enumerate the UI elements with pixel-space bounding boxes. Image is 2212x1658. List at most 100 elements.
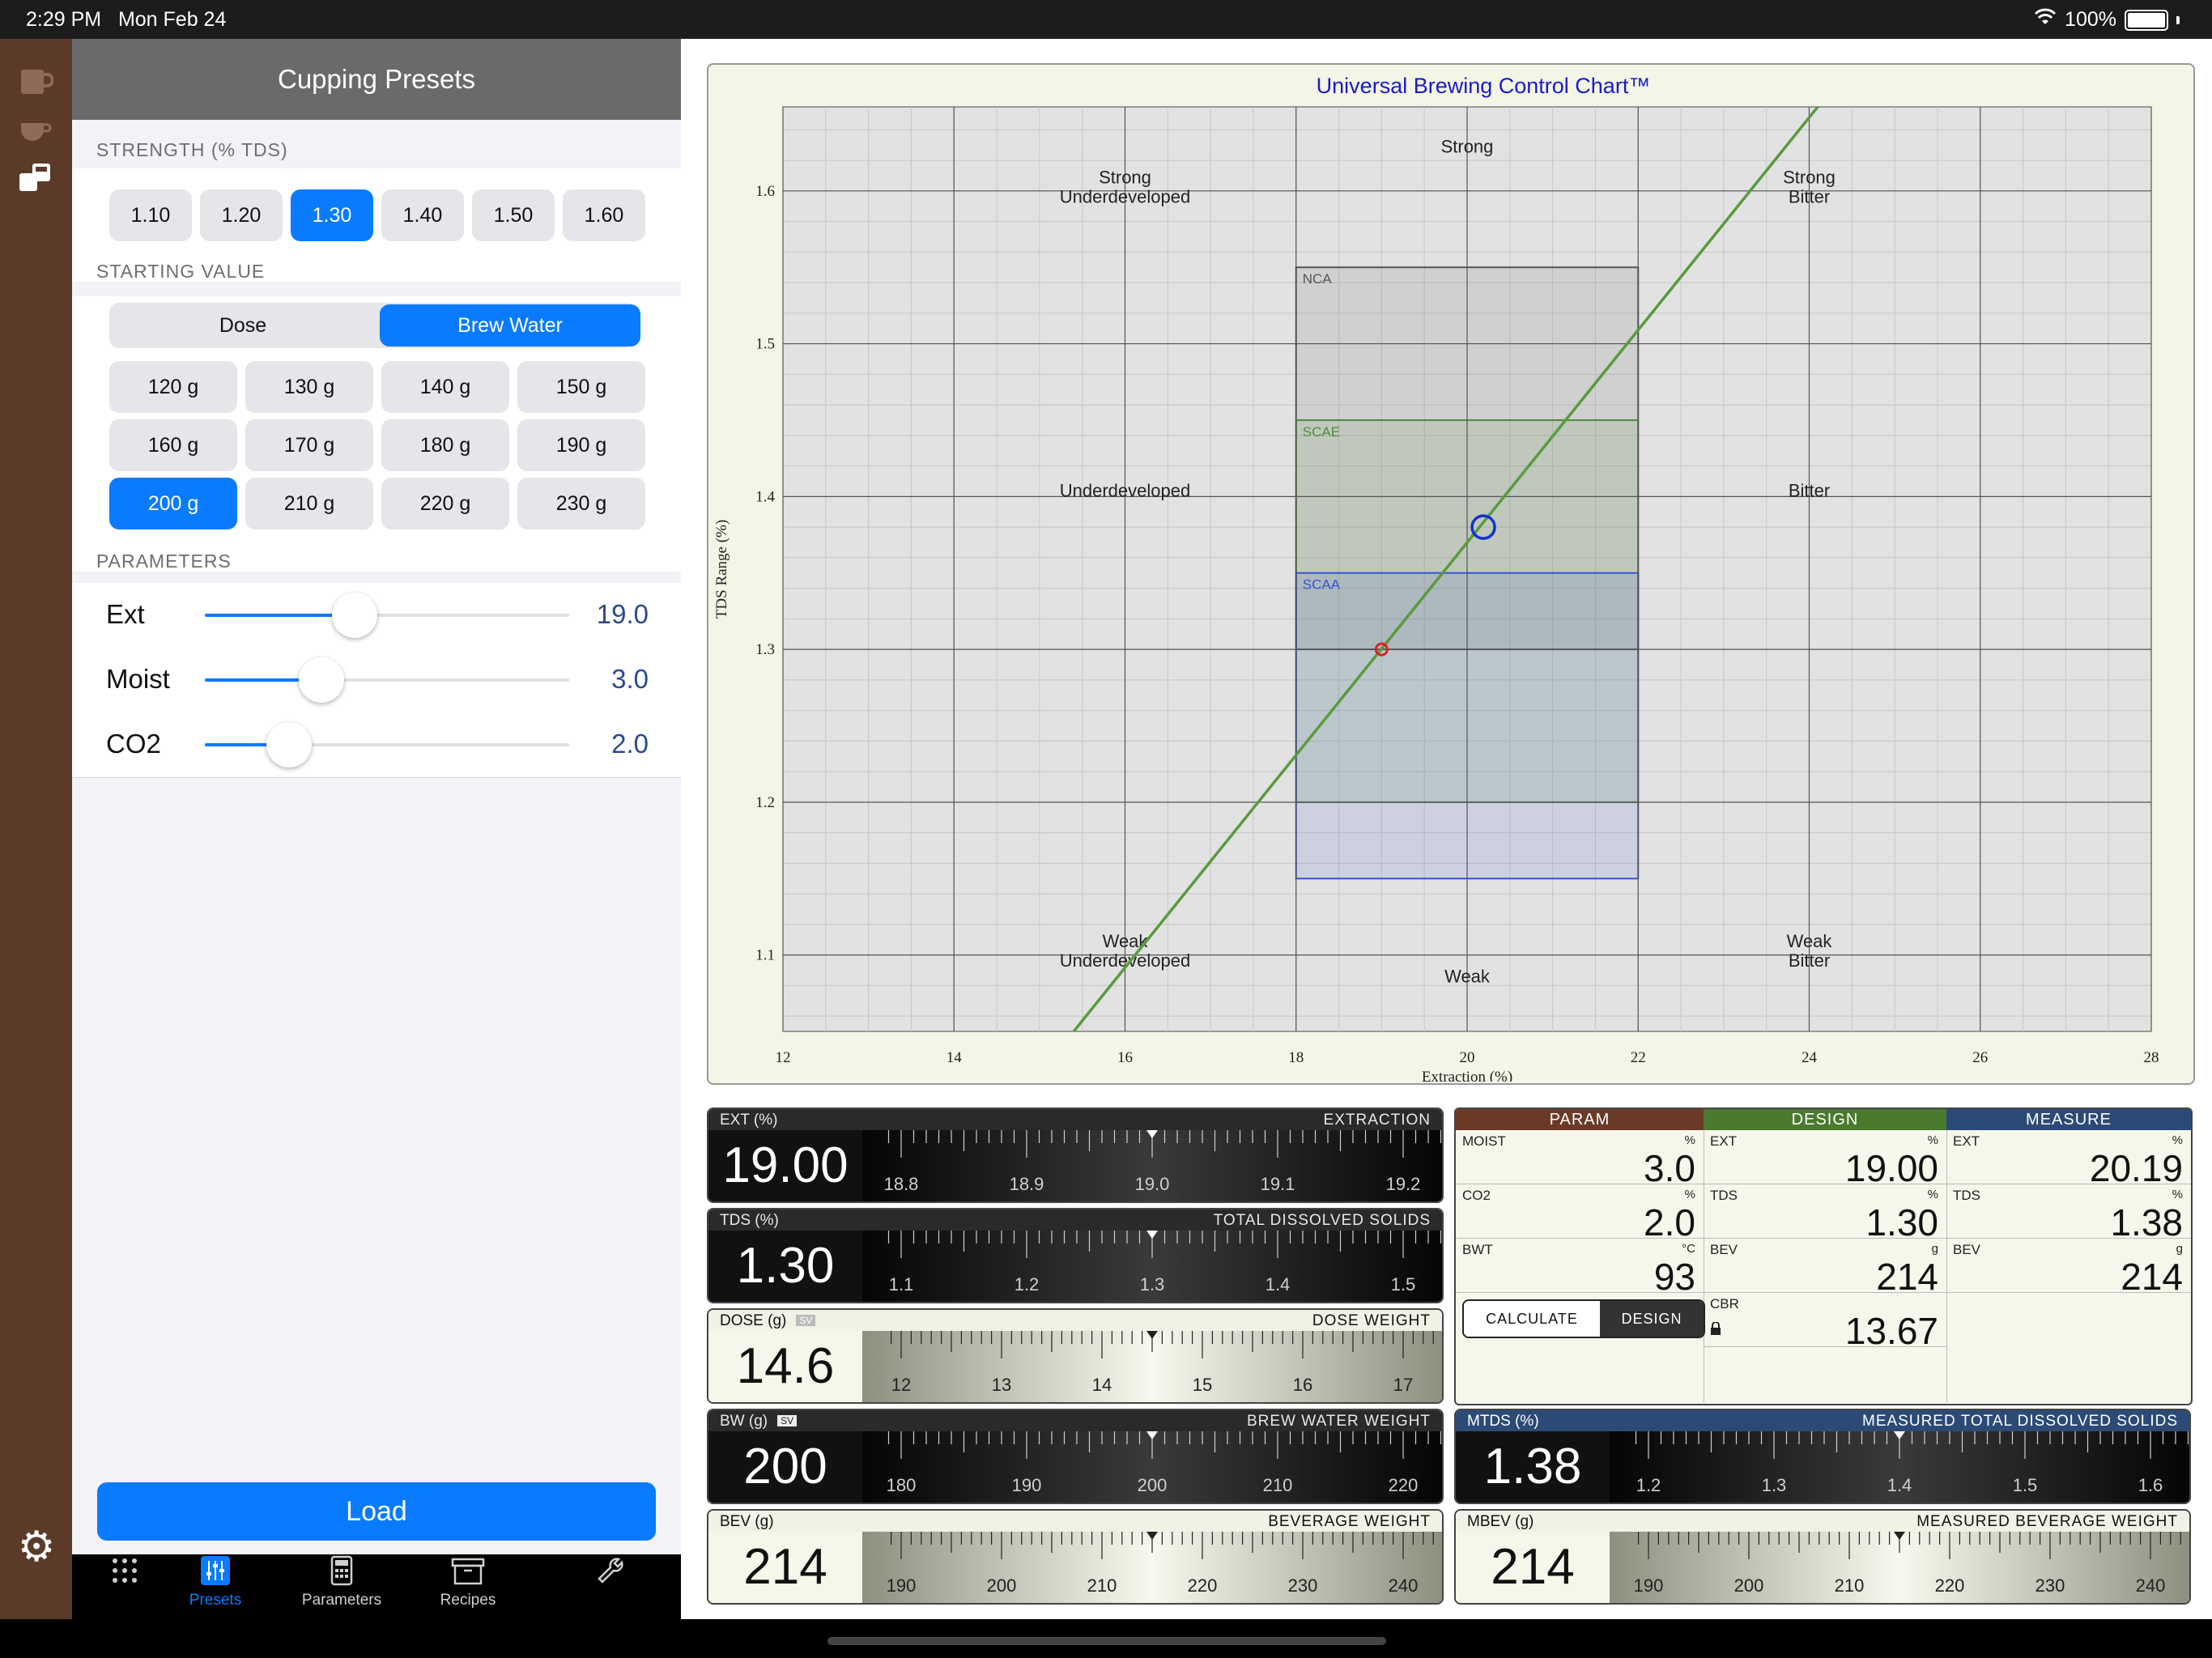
brew-ratio-line — [1072, 105, 1819, 1033]
amount-option[interactable]: 180 g — [381, 419, 509, 471]
chart-title: Universal Brewing Control Chart™ — [1317, 74, 1651, 98]
moist-slider[interactable] — [205, 657, 569, 703]
x-tick-label: 20 — [1460, 1049, 1475, 1066]
mtds-scale[interactable]: 1.2 1.3 1.4 1.5 1.6 — [1610, 1431, 2189, 1503]
calculate-design-toggle[interactable]: CALCULATE DESIGN — [1462, 1299, 1705, 1338]
amount-option[interactable]: 130 g — [245, 361, 373, 413]
param-design-measure-table: PARAM DESIGN MEASURE MOIST% 3.0 CO2% 2.0 B… — [1454, 1107, 2193, 1405]
y-tick-label: 1.3 — [755, 641, 775, 658]
zone-label-line: Weak — [1787, 931, 1833, 951]
brew-water-mode-button[interactable]: Brew Water — [380, 304, 640, 346]
amount-option[interactable]: 220 g — [381, 478, 509, 529]
strength-option[interactable]: 1.60 — [563, 189, 645, 241]
tab-label: Presets — [189, 1592, 242, 1609]
amount-option[interactable]: 160 g — [109, 419, 237, 471]
co2-slider[interactable] — [205, 722, 569, 767]
scale-tick-label: 18.8 — [884, 1174, 919, 1194]
y-tick-label: 1.1 — [755, 947, 775, 964]
bev-scale[interactable]: 190 200 210 220 230 240 — [862, 1532, 1442, 1603]
load-button[interactable]: Load — [97, 1482, 656, 1541]
x-tick-label: 16 — [1117, 1049, 1133, 1066]
scale-tick-label: 1.6 — [2138, 1475, 2163, 1495]
strength-option[interactable]: 1.50 — [472, 189, 555, 241]
amount-option-selected[interactable]: 200 g — [109, 478, 237, 529]
gauge-label: MTDS (%) — [1467, 1413, 1539, 1430]
ext-slider[interactable] — [205, 593, 569, 638]
gauge-label: TDS (%) — [720, 1212, 779, 1229]
strength-option[interactable]: 1.10 — [109, 189, 192, 241]
zone-label-line: Underdeveloped — [1060, 186, 1190, 206]
amount-option[interactable]: 230 g — [517, 478, 645, 529]
scale-tick-label: 200 — [1734, 1575, 1764, 1596]
slider-thumb[interactable] — [266, 722, 312, 767]
x-axis-label: Extraction (%) — [1422, 1069, 1512, 1082]
bw-gauge[interactable]: BW (g) SV BREW WATER WEIGHT 200 180 190 200 2… — [707, 1409, 1444, 1504]
x-tick-label: 24 — [1802, 1049, 1818, 1066]
tds-gauge[interactable]: TDS (%) TOTAL DISSOLVED SOLIDS 1.30 1.1 1.… — [707, 1208, 1444, 1303]
zone-label-line: Strong — [1441, 137, 1494, 157]
slider-thumb[interactable] — [299, 657, 344, 703]
amount-option[interactable]: 120 g — [109, 361, 237, 413]
dose-scale[interactable]: 12 13 14 15 16 17 — [862, 1331, 1442, 1402]
measure-tds-cell: TDS% 1.38 — [1946, 1184, 2191, 1244]
mbev-scale[interactable]: 190 200 210 220 230 240 — [1610, 1532, 2189, 1603]
scale-tick-label: 13 — [992, 1375, 1011, 1395]
dose-gauge[interactable]: DOSE (g) SV DOSE WEIGHT 14.6 12 13 14 15 16 17 — [707, 1308, 1444, 1404]
amount-option[interactable]: 210 g — [245, 478, 373, 529]
brew-icon[interactable] — [18, 160, 53, 196]
param-row-moist: Moist 3.0 — [72, 648, 681, 713]
tab-grid[interactable] — [72, 1554, 177, 1619]
settings-gear-icon[interactable]: ⚙ — [17, 1524, 56, 1571]
sv-badge: SV — [796, 1315, 816, 1326]
amount-option[interactable]: 150 g — [517, 361, 645, 413]
tab-parameters[interactable]: Parameters — [289, 1554, 394, 1619]
region-label: SCAE — [1303, 424, 1340, 440]
tds-scale[interactable]: 1.1 1.2 1.3 1.4 1.5 — [862, 1231, 1442, 1302]
strength-option[interactable]: 1.20 — [200, 189, 283, 241]
tab-presets[interactable]: Presets — [163, 1554, 268, 1619]
scale-pointer — [1894, 1431, 1905, 1439]
panel-title: Cupping Presets — [72, 39, 681, 120]
tab-recipes[interactable]: Recipes — [415, 1554, 521, 1619]
amount-option[interactable]: 170 g — [245, 419, 373, 471]
gauge-title: TOTAL DISSOLVED SOLIDS — [1213, 1212, 1431, 1229]
measure-header: MEASURE — [1946, 1109, 2191, 1130]
scale-tick-label: 200 — [987, 1575, 1017, 1596]
wifi-icon — [2034, 8, 2057, 32]
calculate-button[interactable]: CALCULATE — [1464, 1301, 1600, 1337]
gauge-value: 200 — [708, 1431, 862, 1503]
amount-option[interactable]: 140 g — [381, 361, 509, 413]
bev-gauge[interactable]: BEV (g) BEVERAGE WEIGHT 214 190 200 210 220 2… — [707, 1509, 1444, 1605]
strength-option-selected[interactable]: 1.30 — [291, 189, 373, 241]
gauge-title: MEASURED BEVERAGE WEIGHT — [1916, 1513, 2178, 1530]
param-value: 2.0 — [611, 729, 649, 759]
tab-tools[interactable] — [558, 1554, 663, 1619]
mtds-gauge[interactable]: MTDS (%) MEASURED TOTAL DISSOLVED SOLIDS … — [1454, 1409, 2191, 1504]
amount-option[interactable]: 190 g — [517, 419, 645, 471]
design-bev-cell: BEV g 214 — [1704, 1239, 1947, 1298]
coffee-cup-icon[interactable] — [18, 112, 53, 147]
zone-label: Weak Bitter — [1787, 931, 1833, 971]
region-label: NCA — [1303, 271, 1333, 287]
strength-option[interactable]: 1.40 — [381, 189, 464, 241]
zone-label-line: Bitter — [1789, 950, 1830, 971]
gauge-title: MEASURED TOTAL DISSOLVED SOLIDS — [1862, 1413, 2178, 1430]
gauge-value: 214 — [708, 1532, 862, 1603]
zone-label: Strong Bitter — [1783, 167, 1836, 206]
dose-mode-button[interactable]: Dose — [219, 314, 267, 337]
scale-pointer — [1146, 1431, 1158, 1439]
scale-tick-label: 18.9 — [1010, 1174, 1044, 1194]
mbev-gauge[interactable]: MBEV (g) MEASURED BEVERAGE WEIGHT 214 190… — [1454, 1509, 2191, 1605]
zone-label-line: Weak — [1444, 967, 1491, 987]
cup-icon[interactable] — [18, 63, 54, 99]
ext-scale[interactable]: 18.8 18.9 19.0 19.1 19.2 — [862, 1130, 1442, 1201]
ext-gauge[interactable]: EXT (%) EXTRACTION 19.00 18.8 18.9 19.0 19.1… — [707, 1107, 1444, 1203]
bw-scale[interactable]: 180 190 200 210 220 — [862, 1431, 1442, 1503]
design-header: DESIGN — [1704, 1109, 1946, 1130]
zone-label: Strong — [1441, 137, 1494, 157]
design-button[interactable]: DESIGN — [1600, 1301, 1704, 1337]
toggle-cell: CALCULATE DESIGN — [1456, 1293, 1705, 1402]
home-indicator[interactable] — [827, 1637, 1386, 1645]
sliders-icon — [163, 1554, 268, 1592]
slider-thumb[interactable] — [331, 593, 377, 638]
